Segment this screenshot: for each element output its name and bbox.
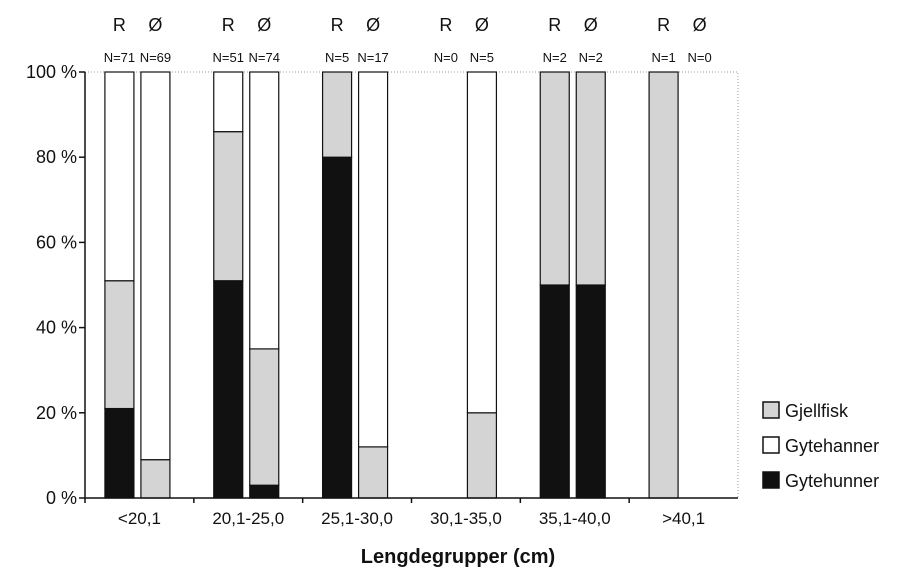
y-axis: 0 % 20 % 40 % 60 % 80 % 100 % xyxy=(26,62,86,508)
x-tick-label: 25,1-30,0 xyxy=(321,509,393,528)
x-axis-title: Lengdegrupper (cm) xyxy=(361,546,555,568)
bar-segment-gjellfisk xyxy=(648,71,679,499)
bar-count-label: N=5 xyxy=(325,50,349,65)
bar-segment-gjellfisk xyxy=(575,71,606,286)
bar-segment-gjellfisk xyxy=(539,71,570,286)
bar-group-label: Ø xyxy=(584,15,598,35)
bar-segment-gytehanner xyxy=(104,71,135,282)
x-tick-label: 35,1-40,0 xyxy=(539,509,611,528)
bar-count-label: N=2 xyxy=(543,50,567,65)
legend-swatch-gjellfisk xyxy=(762,401,780,419)
legend-swatch-gytehanner xyxy=(762,436,780,454)
x-tick-label: <20,1 xyxy=(118,509,161,528)
legend: Gjellfisk Gytehanner Gytehunner xyxy=(762,401,879,491)
bar-segment-gytehunner xyxy=(575,284,606,499)
y-tick-label: 80 % xyxy=(36,147,77,167)
x-tick-label: 20,1-25,0 xyxy=(212,509,284,528)
bar-segment-gjellfisk xyxy=(104,280,135,410)
plot-area xyxy=(84,71,739,499)
bar-segment-gjellfisk xyxy=(321,71,353,158)
bar-segment-gytehunner xyxy=(213,280,244,499)
legend-swatch-gytehunner xyxy=(762,471,780,489)
bar-count-label: N=5 xyxy=(470,50,494,65)
y-tick-label: 20 % xyxy=(36,403,77,423)
bar-group-label: R xyxy=(113,15,126,35)
bar-headers: R N=71 Ø N=69 R N=51 Ø N=74 R N=5 Ø N=17 R N=0 Ø N=5 R N=… xyxy=(104,15,712,65)
legend-label: Gytehanner xyxy=(785,436,879,456)
legend-label: Gytehunner xyxy=(785,471,879,491)
bar-group-label: R xyxy=(222,15,235,35)
bar-count-label: N=1 xyxy=(651,50,675,65)
plot-frame xyxy=(84,71,739,499)
bar-segment-gytehanner xyxy=(249,71,280,350)
bar-segment-gjellfisk xyxy=(466,412,498,499)
y-tick-label: 60 % xyxy=(36,232,77,252)
bar-group-label: Ø xyxy=(148,15,162,35)
bar-segment-gytehanner xyxy=(213,71,244,133)
bar-segment-gytehunner xyxy=(249,484,280,499)
bar-group-label: Ø xyxy=(257,15,271,35)
bars xyxy=(104,71,679,499)
bar-segment-gytehunner xyxy=(104,407,135,499)
bar-group-label: Ø xyxy=(693,15,707,35)
bar-count-label: N=2 xyxy=(579,50,603,65)
bar-segment-gjellfisk xyxy=(357,446,389,499)
bar-segment-gytehanner xyxy=(357,71,389,448)
bar-group-label: Ø xyxy=(366,15,380,35)
bar-group-label: R xyxy=(439,15,452,35)
bar-segment-gytehanner xyxy=(466,71,498,414)
bar-count-label: N=17 xyxy=(357,50,388,65)
bar-group-label: Ø xyxy=(475,15,489,35)
y-tick-label: 0 % xyxy=(46,488,77,508)
bar-count-label: N=0 xyxy=(434,50,458,65)
legend-label: Gjellfisk xyxy=(785,401,849,421)
bar-group-label: R xyxy=(331,15,344,35)
bar-count-label: N=51 xyxy=(213,50,244,65)
bar-segment-gytehunner xyxy=(539,284,570,499)
bar-count-label: N=69 xyxy=(140,50,171,65)
bar-group-label: R xyxy=(657,15,670,35)
x-tick-label: >40,1 xyxy=(662,509,705,528)
x-axis: <20,1 20,1-25,0 25,1-30,0 30,1-35,0 35,1-40,… xyxy=(84,497,738,528)
y-tick-label: 40 % xyxy=(36,318,77,338)
bar-segment-gjellfisk xyxy=(140,459,171,499)
bar-segment-gjellfisk xyxy=(249,348,280,486)
bar-count-label: N=71 xyxy=(104,50,135,65)
x-tick-label: 30,1-35,0 xyxy=(430,509,502,528)
bar-segment-gytehanner xyxy=(140,71,171,461)
y-tick-label: 100 % xyxy=(26,62,77,82)
bar-count-label: N=0 xyxy=(687,50,711,65)
bar-segment-gytehunner xyxy=(321,156,353,499)
bar-count-label: N=74 xyxy=(249,50,280,65)
bar-segment-gjellfisk xyxy=(213,131,244,282)
bar-group-label: R xyxy=(548,15,561,35)
